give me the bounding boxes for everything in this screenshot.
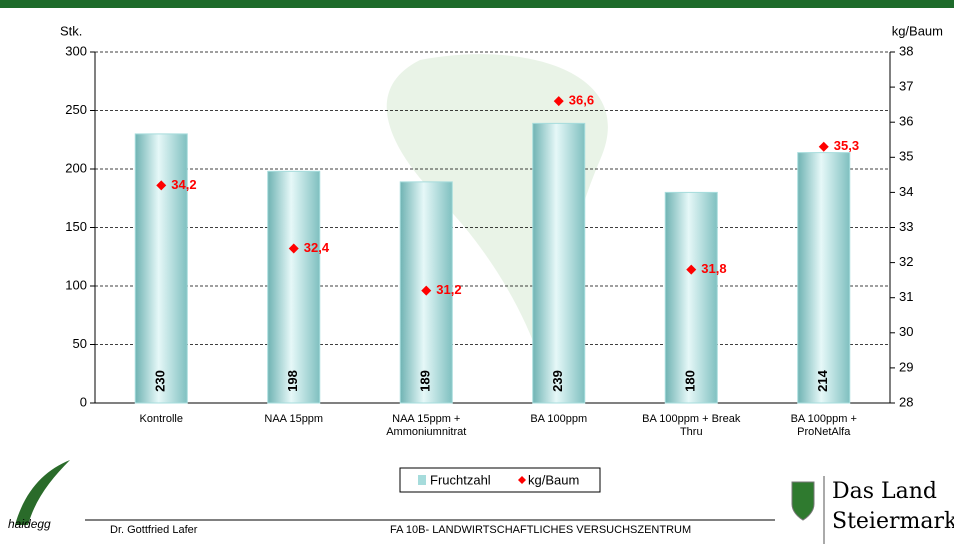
point-value-label: 32,4 [304, 240, 330, 255]
point-value-label: 36,6 [569, 93, 594, 108]
legend-marker [518, 476, 526, 484]
x-tick-label: Kontrolle [139, 413, 183, 425]
y-tick-label: 100 [65, 277, 87, 292]
x-tick-label: BA 100ppm + Break Thru [642, 413, 741, 438]
bar-value-label: 214 [815, 369, 830, 391]
top-bar [0, 0, 954, 8]
footer-author: Dr. Gottfried Lafer [110, 524, 198, 536]
y2-tick-label: 35 [899, 149, 913, 164]
y2-tick-label: 28 [899, 394, 913, 409]
y2-tick-label: 31 [899, 289, 913, 304]
x-tick-label: BA 100ppm + ProNetAlfa [790, 413, 857, 438]
y2-axis-label: kg/Baum [892, 23, 943, 38]
footer-institution: FA 10B- LANDWIRTSCHAFTLICHES VERSUCHSZEN… [390, 524, 691, 536]
logo-mark [15, 460, 70, 525]
legend-box [399, 467, 601, 493]
point [686, 264, 697, 275]
bar [267, 170, 321, 404]
point [818, 141, 829, 152]
y-tick-label: 200 [65, 160, 87, 175]
x-tick-label: NAA 15ppm [264, 413, 324, 425]
bar [664, 191, 718, 404]
y-axis-label: Stk. [60, 23, 82, 38]
legend-label: Fruchtzahl [430, 472, 491, 487]
coat-of-arms [791, 481, 815, 521]
y2-tick-label: 37 [899, 79, 913, 94]
legend-label: kg/Baum [528, 472, 579, 487]
point-value-label: 34,2 [171, 177, 196, 192]
y2-tick-label: 30 [899, 324, 913, 339]
bar-value-label: 180 [683, 370, 698, 392]
legend-swatch [418, 475, 426, 485]
logo-left: haidegg [8, 517, 51, 531]
y2-tick-label: 33 [899, 219, 913, 234]
y-tick-label: 300 [65, 43, 87, 58]
point [553, 96, 564, 107]
y-tick-label: 150 [65, 219, 87, 234]
bar [532, 122, 586, 404]
point [421, 285, 432, 296]
y2-tick-label: 32 [899, 254, 913, 269]
x-tick-label: BA 100ppm [530, 413, 588, 425]
logo-right-2: Steiermark [832, 509, 954, 534]
point [288, 243, 299, 254]
bar-value-label: 189 [418, 370, 433, 392]
x-tick-label: NAA 15ppm + Ammoniumnitrat [386, 413, 467, 438]
bar-value-label: 239 [550, 370, 565, 392]
point-value-label: 31,8 [701, 261, 726, 276]
y-tick-label: 0 [80, 394, 87, 409]
logo-right-1: Das Land [832, 479, 937, 504]
y-tick-label: 250 [65, 102, 87, 117]
y2-tick-label: 34 [899, 184, 913, 199]
point-value-label: 35,3 [834, 138, 859, 153]
y2-tick-label: 38 [899, 43, 913, 58]
point [156, 180, 167, 191]
bar [797, 152, 851, 404]
y-tick-label: 50 [73, 336, 87, 351]
bar-value-label: 230 [153, 370, 168, 392]
bar-value-label: 198 [285, 370, 300, 392]
point-value-label: 31,2 [436, 282, 461, 297]
y2-tick-label: 36 [899, 114, 913, 129]
bar [134, 133, 188, 404]
y2-tick-label: 29 [899, 359, 913, 374]
